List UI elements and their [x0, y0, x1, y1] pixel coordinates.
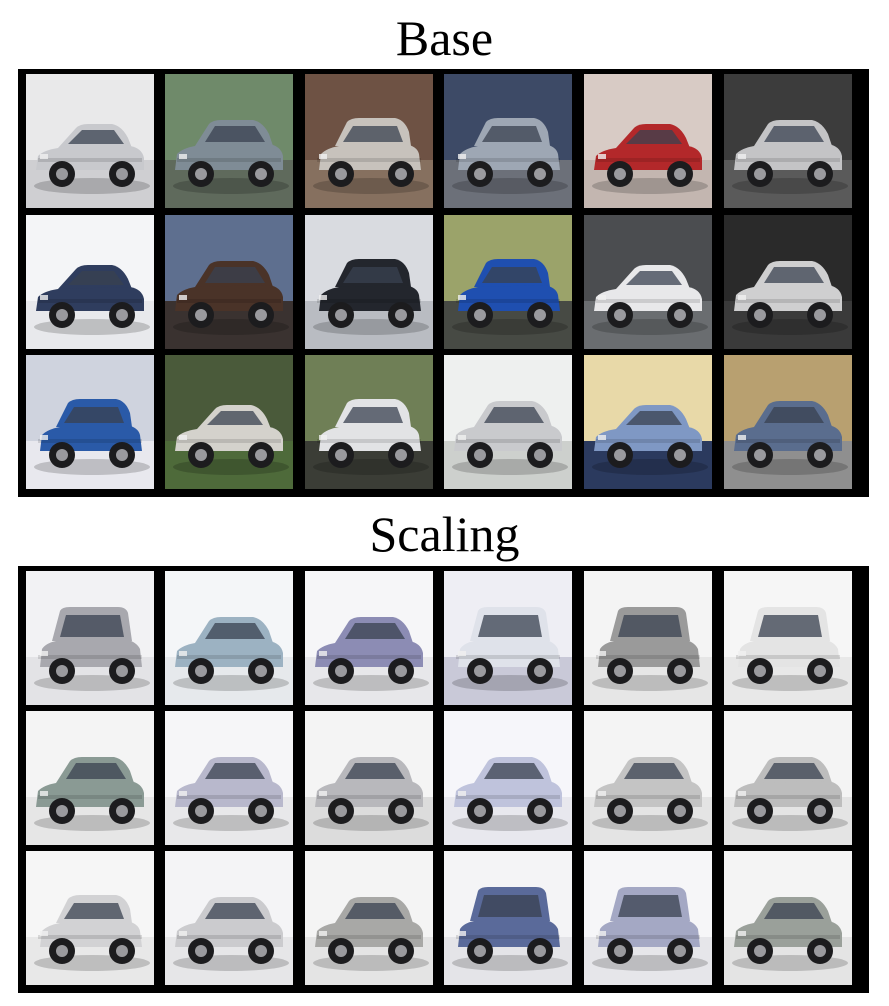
- car-image: [444, 215, 572, 349]
- car-image: [26, 74, 154, 208]
- car-image: [724, 215, 852, 349]
- car-image: [724, 711, 852, 845]
- car-image: [165, 215, 293, 349]
- car-image: [26, 571, 154, 705]
- car-image: [165, 851, 293, 985]
- image-grid-scaling: [18, 566, 869, 993]
- car-image: [584, 74, 712, 208]
- car-image: [26, 355, 154, 489]
- car-image: [305, 571, 433, 705]
- car-image: [305, 74, 433, 208]
- car-image: [724, 355, 852, 489]
- car-image: [724, 851, 852, 985]
- car-image: [165, 571, 293, 705]
- car-image: [584, 215, 712, 349]
- car-image: [305, 215, 433, 349]
- car-image: [305, 355, 433, 489]
- panel-title-base: Base: [395, 10, 494, 66]
- car-image: [444, 851, 572, 985]
- car-image: [165, 355, 293, 489]
- car-image: [724, 74, 852, 208]
- car-image: [584, 355, 712, 489]
- car-image: [444, 711, 572, 845]
- car-image: [584, 571, 712, 705]
- car-image: [444, 74, 572, 208]
- car-image: [724, 571, 852, 705]
- car-image: [165, 74, 293, 208]
- car-image: [584, 711, 712, 845]
- car-image: [305, 851, 433, 985]
- car-image: [26, 215, 154, 349]
- car-image: [444, 571, 572, 705]
- car-image: [26, 851, 154, 985]
- image-grid-base: [18, 69, 869, 497]
- car-image: [584, 851, 712, 985]
- car-image: [165, 711, 293, 845]
- car-image: [26, 711, 154, 845]
- car-image: [305, 711, 433, 845]
- car-image: [444, 355, 572, 489]
- panel-title-scaling: Scaling: [369, 506, 520, 562]
